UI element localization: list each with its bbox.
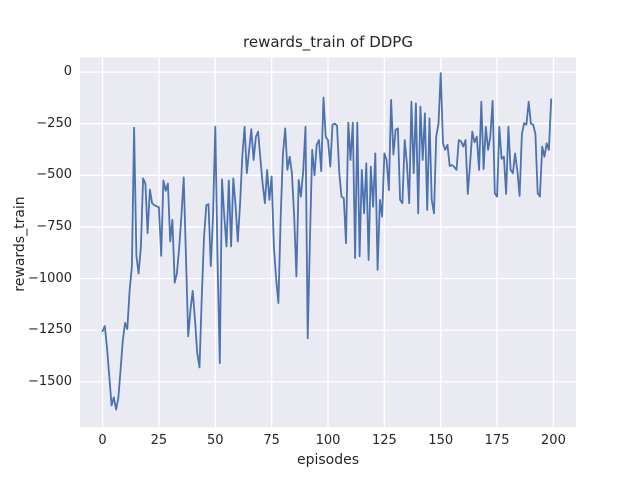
x-tick-label: 25 (150, 433, 168, 448)
x-axis-label: episodes (296, 452, 360, 468)
y-tick-label: −1000 (28, 270, 72, 286)
y-axis-label: rewards_train (12, 196, 28, 292)
y-tick-label: −250 (36, 115, 72, 131)
x-tick-label: 200 (541, 433, 566, 448)
y-tick-label: 0 (63, 64, 72, 80)
y-tick-label: −1250 (28, 322, 72, 338)
y-tick-label: −500 (36, 167, 72, 183)
x-tick-label: 100 (315, 433, 341, 448)
x-tick-label: 175 (484, 433, 510, 448)
rewards-line (101, 72, 553, 411)
x-tick-label: 50 (206, 433, 224, 448)
x-tick-label: 150 (428, 433, 454, 448)
x-tick-label: 0 (98, 433, 107, 448)
x-tick-label: 75 (263, 433, 280, 448)
chart-title: rewards_train of DDPG (243, 33, 413, 51)
x-tick-label: 125 (371, 433, 397, 448)
y-tick-label: −750 (36, 218, 72, 234)
y-tick-label: −1500 (28, 373, 72, 389)
